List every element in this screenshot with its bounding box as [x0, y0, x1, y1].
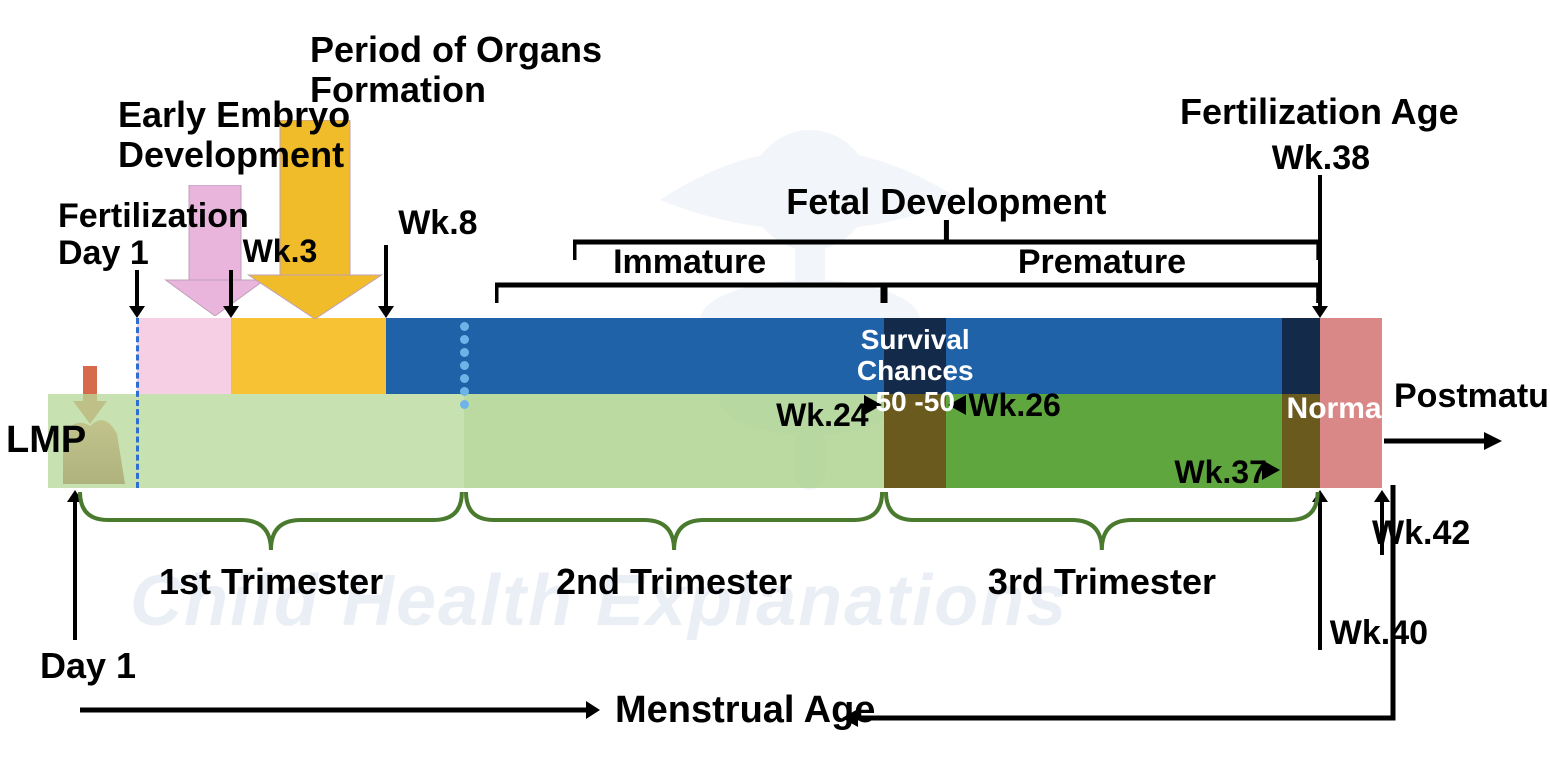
bottom-bar-trimester1-green: [48, 394, 464, 488]
top-bar-organs-formation: [231, 318, 387, 394]
postmature-arrow-icon: [1384, 429, 1504, 453]
immature-label: Immature: [613, 244, 766, 281]
fert-day1-arrow: [125, 270, 149, 318]
brace-tri2-label: 2nd Trimester: [556, 562, 792, 602]
wk3-arrow: [219, 270, 243, 318]
brace-tri2: [464, 490, 884, 560]
organs-label: Period of Organs Formation: [310, 30, 602, 109]
brace-tri1: [78, 490, 464, 560]
top-bar-postmature-salmon: [1320, 318, 1382, 394]
survival-label: Survival Chances 50 -50: [857, 325, 974, 417]
dotted-blue-marker: [460, 322, 469, 413]
top-bar-early-embryo: [137, 318, 230, 394]
wk8-arrow: [374, 245, 398, 318]
menstrual-age-arrow-left: [840, 485, 1403, 730]
top-bar-normal-navy: [1282, 318, 1319, 394]
wk8-label: Wk.8: [398, 205, 477, 242]
fert-day1-label: Fertilization Day 1: [58, 198, 249, 273]
normal-label: Normal: [1287, 392, 1390, 425]
premature-bracket: [884, 282, 1320, 306]
postmature-label: Postmature: [1394, 378, 1550, 415]
day1-label: Day 1: [40, 646, 136, 686]
wk3-label: Wk.3: [243, 234, 318, 269]
lmp-label: LMP: [6, 420, 86, 462]
brace-tri1-label: 1st Trimester: [159, 562, 383, 602]
wk42-label: Wk.42: [1372, 515, 1470, 552]
menstrual-age-label: Menstrual Age: [615, 690, 875, 732]
premature-label: Premature: [1018, 244, 1186, 281]
menstrual-age-arrow-right: [80, 698, 600, 722]
top-bar-fetal-blue: [386, 318, 1282, 394]
wk26-label: Wk.26: [968, 388, 1060, 423]
wk24-label: Wk.24: [776, 398, 868, 433]
wk38-label: Wk.38: [1272, 140, 1370, 177]
fertilization-dashed-line: [136, 318, 139, 488]
wk40-label: Wk.40: [1330, 615, 1428, 652]
immature-bracket: [495, 282, 884, 306]
wk37-label: Wk.37: [1174, 455, 1266, 490]
fert-age-label: Fertilization Age: [1180, 92, 1459, 132]
brace-tri3-label: 3rd Trimester: [988, 562, 1216, 602]
fetal-dev-label: Fetal Development: [786, 182, 1106, 222]
